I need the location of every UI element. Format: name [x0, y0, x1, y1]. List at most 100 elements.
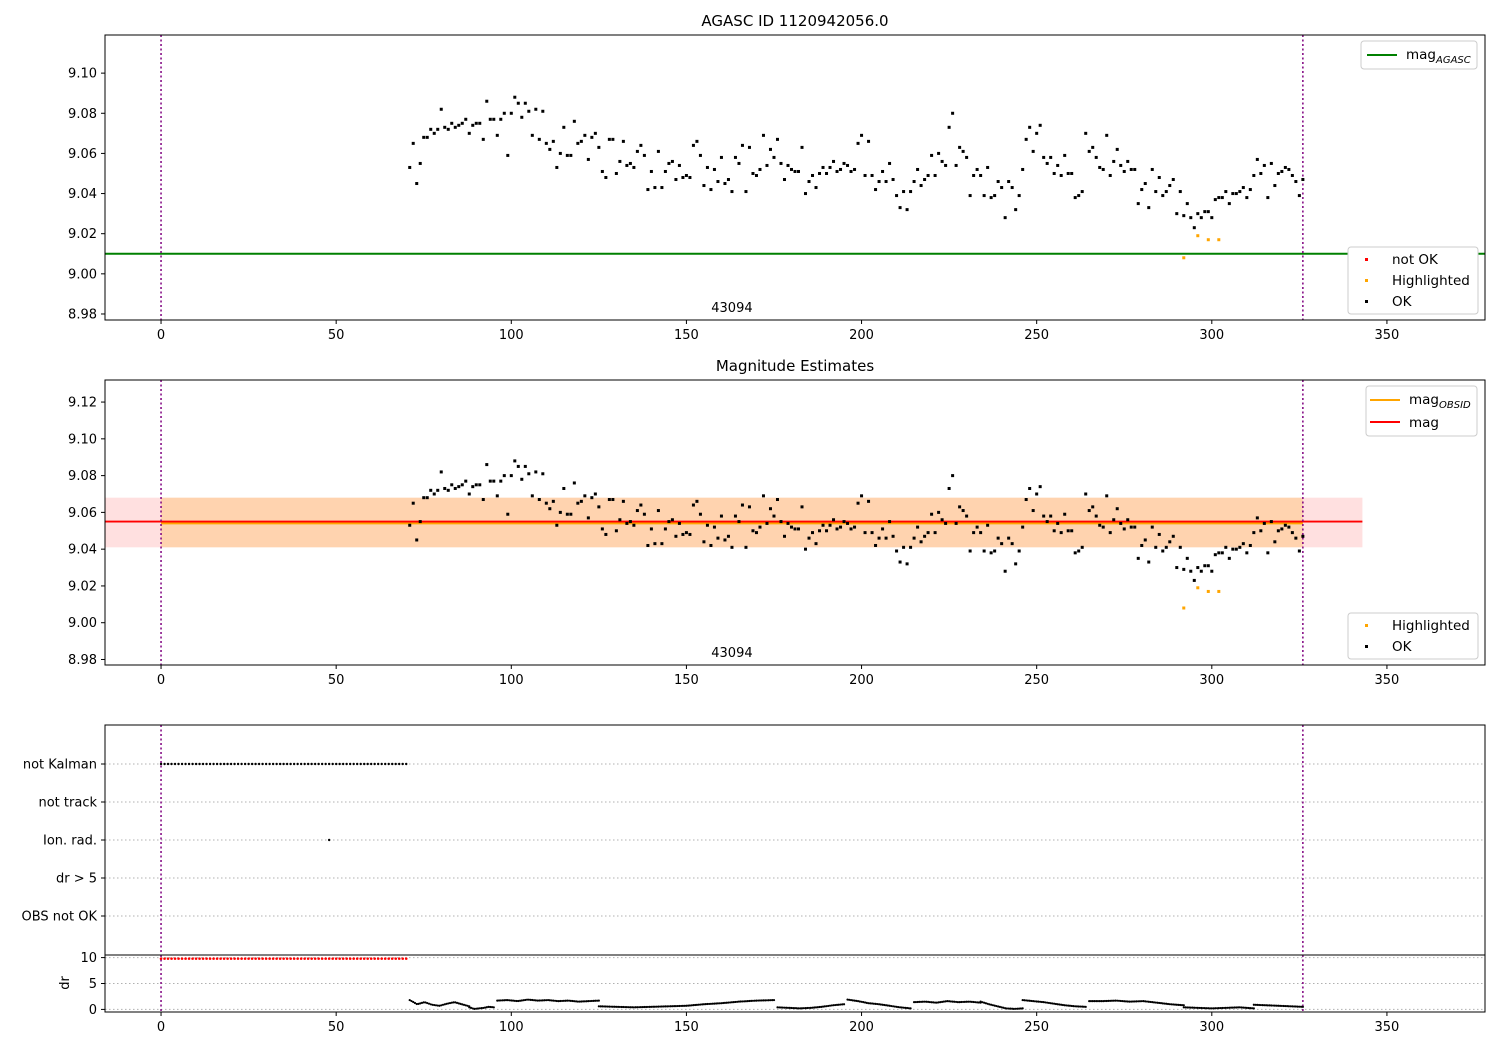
- dr-point: [1051, 1002, 1054, 1005]
- legend-highlighted-2: Highlighted: [1392, 618, 1470, 634]
- y-tick-label: 9.08: [68, 469, 97, 484]
- ok-point: [860, 133, 864, 137]
- dr-point: [1009, 1007, 1012, 1010]
- ok-point: [761, 133, 765, 137]
- dr-point: [1124, 1000, 1128, 1003]
- dr-point: [552, 999, 555, 1002]
- ok-point: [688, 176, 692, 179]
- not-kalman-point: [194, 762, 198, 766]
- ok-point: [958, 145, 962, 149]
- ok-point: [1273, 184, 1277, 188]
- ok-point: [842, 161, 846, 165]
- dr-point: [1264, 1004, 1268, 1007]
- not-kalman-point: [310, 762, 313, 766]
- dr-point: [664, 1005, 667, 1008]
- dr-point: [1175, 1003, 1178, 1006]
- dr-point: [499, 999, 502, 1002]
- ok-point: [457, 485, 461, 489]
- ok-point: [828, 165, 832, 169]
- ok-point: [782, 178, 786, 182]
- dr-point: [485, 1006, 488, 1009]
- not-kalman-point: [240, 762, 243, 766]
- dr-point: [956, 1001, 959, 1004]
- ok-point: [884, 536, 888, 540]
- dr-point: [1212, 1007, 1215, 1010]
- dr-point: [1300, 1005, 1303, 1008]
- dr-point: [1215, 1007, 1219, 1010]
- not-kalman-point: [177, 762, 180, 766]
- dr-point: [1109, 999, 1112, 1002]
- dr-point: [772, 998, 776, 1002]
- dr-clipped-point: [229, 957, 233, 960]
- ok-point: [825, 171, 829, 175]
- dr-point: [520, 999, 523, 1002]
- dr-point: [497, 999, 501, 1002]
- dr-point: [641, 1005, 644, 1009]
- ok-point: [656, 509, 660, 513]
- dr-point: [905, 1006, 909, 1010]
- dr-clipped-point: [355, 957, 359, 960]
- dr-point: [811, 1006, 814, 1009]
- dr-point: [459, 1002, 462, 1005]
- ok-point: [930, 153, 934, 157]
- dr-point: [863, 1001, 867, 1004]
- dr-point: [643, 1005, 646, 1009]
- dr-point: [998, 1005, 1001, 1009]
- dr-point: [930, 1001, 933, 1004]
- dr-point: [1252, 1007, 1255, 1010]
- y-tick-label: 9.02: [68, 227, 97, 242]
- ok-point: [590, 135, 594, 139]
- ok-point: [1059, 173, 1063, 177]
- x-tick-label: 350: [1375, 673, 1400, 688]
- not-kalman-point: [243, 762, 247, 766]
- ok-point: [793, 527, 797, 531]
- ok-point: [551, 499, 555, 503]
- ok-point: [1140, 188, 1144, 192]
- x-tick-label: 100: [499, 1020, 524, 1035]
- dr-point: [550, 999, 553, 1002]
- dr-point: [1280, 1004, 1283, 1008]
- dr-point: [802, 1007, 805, 1010]
- highlighted-point: [1206, 238, 1210, 242]
- not-kalman-point: [398, 762, 401, 766]
- not-kalman-point: [226, 762, 229, 766]
- ok-point: [786, 521, 790, 525]
- dr-point: [790, 1006, 793, 1010]
- x-tick-label: 200: [849, 673, 874, 688]
- ok-point: [1178, 545, 1182, 549]
- ok-point: [1031, 149, 1035, 153]
- ok-point: [797, 169, 801, 173]
- dr-point: [1286, 1005, 1289, 1008]
- dr-point: [515, 999, 518, 1003]
- not-kalman-point: [229, 762, 233, 766]
- ok-point: [408, 165, 412, 169]
- dr-point: [580, 1000, 583, 1003]
- ok-point: [1098, 523, 1102, 527]
- ok-point: [761, 494, 765, 498]
- ok-point: [656, 149, 660, 153]
- legend-mag-obsid-sub: OBSID: [1439, 400, 1471, 411]
- dr-clipped-point: [331, 957, 334, 960]
- dr-point: [856, 1000, 860, 1003]
- dr-point: [589, 999, 592, 1003]
- ok-point: [709, 543, 713, 547]
- ok-point: [856, 501, 860, 505]
- dr-point: [650, 1005, 653, 1008]
- dr-point: [937, 1001, 940, 1004]
- dr-point: [918, 1000, 921, 1004]
- ok-point: [1098, 165, 1102, 169]
- dr-point: [557, 1000, 560, 1003]
- not-kalman-point: [327, 762, 331, 766]
- dr-point: [942, 1000, 945, 1003]
- ok-point: [811, 173, 815, 177]
- dr-point: [681, 1004, 685, 1007]
- dr-clipped-point: [401, 957, 405, 960]
- ok-point: [818, 171, 822, 175]
- ok-point: [1241, 542, 1245, 546]
- legend-mag: mag: [1409, 415, 1439, 431]
- dr-point: [585, 1000, 588, 1003]
- dr-clipped-point: [345, 957, 348, 960]
- ion-rad-point: [327, 838, 331, 842]
- ok-point: [912, 536, 916, 540]
- dr-panel: 0 50 100 150 200 250 300 350 0 5 10 dr: [58, 951, 1486, 1035]
